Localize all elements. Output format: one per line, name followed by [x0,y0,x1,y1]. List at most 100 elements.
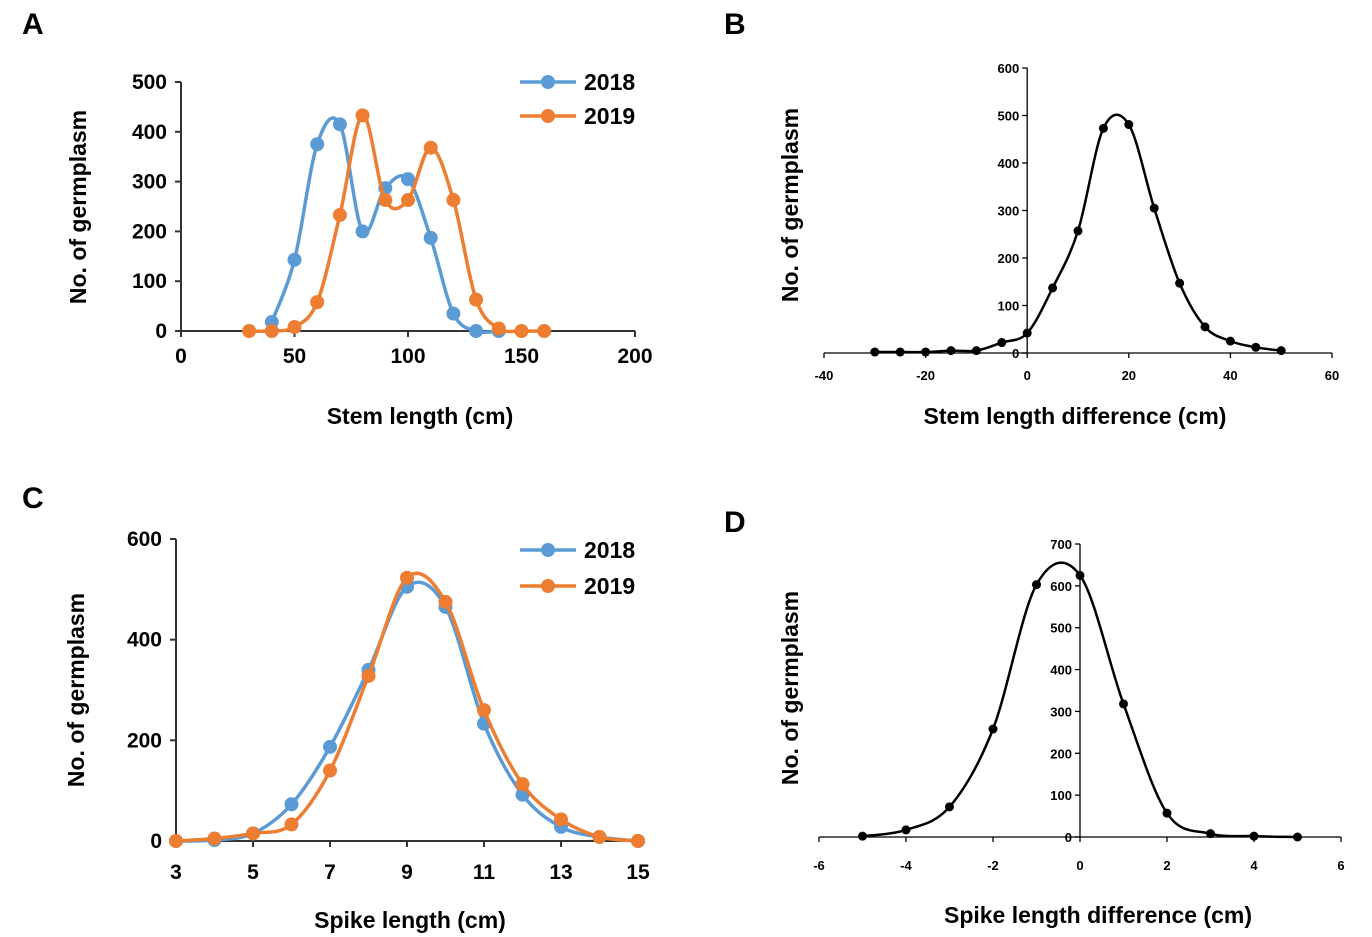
y-tick-label-b: 400 [997,156,1019,171]
x-tick-label-a: 200 [617,345,652,368]
x-tick-label-d: 2 [1163,858,1170,873]
y-tick-label-d: 400 [1050,663,1072,678]
series-layer-a [242,108,552,338]
data-point-d-difference [901,825,911,835]
x-tick-label-a: 100 [390,345,425,368]
data-point-d-difference [1293,832,1302,842]
x-tick-label-c: 13 [549,861,572,884]
data-point-d-difference [988,724,998,734]
x-axis-title-c: Spike length (cm) [314,907,506,933]
x-tick-label-d: -4 [900,858,912,873]
data-point-a-2019 [401,193,415,208]
axes-a: 0 50 100 150 200 0 100 200 300 400 500 [132,71,653,368]
y-tick-label-a: 500 [132,71,167,94]
y-tick-label-a: 400 [132,121,167,144]
data-point-c-2019 [554,812,568,827]
data-point-b-difference [1225,336,1235,346]
y-axis-title-d: No. of germplasm [777,591,803,785]
data-point-a-2019 [378,193,393,208]
legend-marker-a-2019 [541,109,555,123]
legend-label-a-2019: 2019 [584,103,635,129]
panel-letter-b: B [724,8,746,41]
data-point-b-difference [895,347,905,357]
y-tick-label-d: 300 [1050,704,1072,719]
y-tick-label-d: 200 [1050,746,1072,761]
data-point-c-2019 [515,777,530,792]
x-tick-label-a: 0 [175,345,187,368]
chart-panel-c: C Spike length (cm) No. of germplasm 3 5 7… [22,482,650,933]
series-line-c-2018 [175,580,639,843]
legend-marker-c-2018 [541,543,555,557]
x-tick-label-d: -2 [987,858,999,873]
x-axis-title-a: Stem length (cm) [327,403,514,429]
panel-letter-a: A [22,8,44,41]
x-tick-label-b: -40 [815,368,834,383]
data-point-a-2018 [355,224,370,239]
data-point-c-2019 [631,834,645,848]
panel-letter-d: D [724,506,746,539]
y-tick-label-b: 100 [997,299,1019,314]
y-tick-label-a: 300 [132,171,167,194]
data-point-d-difference [1206,829,1215,839]
data-point-a-2019 [242,324,257,338]
data-point-a-2018 [310,137,325,152]
y-tick-label-d: 600 [1050,579,1072,594]
series-layer-b [870,113,1286,357]
x-axis-title-b: Stem length difference (cm) [924,403,1227,429]
axes-d: -6 -4 -2 0 2 4 6 0 100 200 300 400 500 600 700 [813,537,1344,873]
data-point-b-difference [1200,322,1210,332]
x-tick-label-d: 0 [1076,858,1083,873]
y-tick-label-a: 100 [132,270,167,293]
data-point-d-difference [1032,580,1041,590]
y-tick-label-b: 500 [997,109,1019,124]
x-tick-label-b: 40 [1223,368,1237,383]
data-point-a-2018 [469,324,484,338]
data-point-a-2019 [537,324,552,338]
x-tick-label-b: 60 [1325,368,1339,383]
y-axis-title-a: No. of germplasm [65,110,91,304]
data-point-a-2018 [446,306,461,321]
legend-a: 2018 2019 [520,69,635,129]
data-point-a-2018 [287,252,302,267]
data-point-b-difference [1276,346,1286,356]
data-point-a-2019 [491,321,506,336]
data-point-a-2019 [355,108,370,123]
data-point-b-difference [1149,203,1159,213]
data-point-c-2019 [477,703,491,718]
data-point-b-difference [1022,328,1032,338]
x-tick-label-c: 7 [324,861,336,884]
data-point-a-2019 [469,292,484,307]
data-point-c-2019 [246,826,260,841]
data-point-b-difference [997,338,1007,348]
x-tick-label-d: -6 [813,858,825,873]
y-tick-label-b: 200 [997,251,1019,266]
data-point-a-2019 [287,320,302,335]
data-point-b-difference [1251,342,1261,352]
x-tick-label-b: 20 [1122,368,1136,383]
axes-c: 3 5 7 9 11 13 15 0 200 400 600 [127,528,650,884]
y-tick-label-c: 400 [127,629,162,652]
data-point-a-2018 [423,230,438,245]
x-tick-label-c: 5 [247,861,259,884]
data-point-d-difference [1249,831,1259,841]
chart-panel-d: D Spike length difference (cm) No. of ge… [724,506,1345,928]
data-point-c-2018 [284,797,299,812]
data-point-d-difference [1119,699,1128,709]
x-tick-label-c: 11 [473,861,496,884]
legend-c: 2018 2019 [520,537,635,599]
data-point-d-difference [945,802,954,812]
legend-label-c-2019: 2019 [584,573,635,599]
y-tick-label-b: 300 [997,204,1019,219]
data-point-a-2019 [264,324,279,338]
y-tick-label-d: 100 [1050,788,1072,803]
y-tick-label-c: 600 [127,528,162,551]
x-tick-label-a: 50 [283,345,306,368]
data-point-a-2019 [514,324,529,338]
x-tick-label-c: 9 [401,861,413,884]
panel-letter-c: C [22,482,44,515]
chart-panel-a: A Stem length (cm) No. of germplasm 0 50 1… [22,8,653,429]
legend-marker-c-2019 [541,579,555,593]
y-axis-title-c: No. of germplasm [63,593,89,787]
x-tick-label-c: 15 [626,861,650,884]
